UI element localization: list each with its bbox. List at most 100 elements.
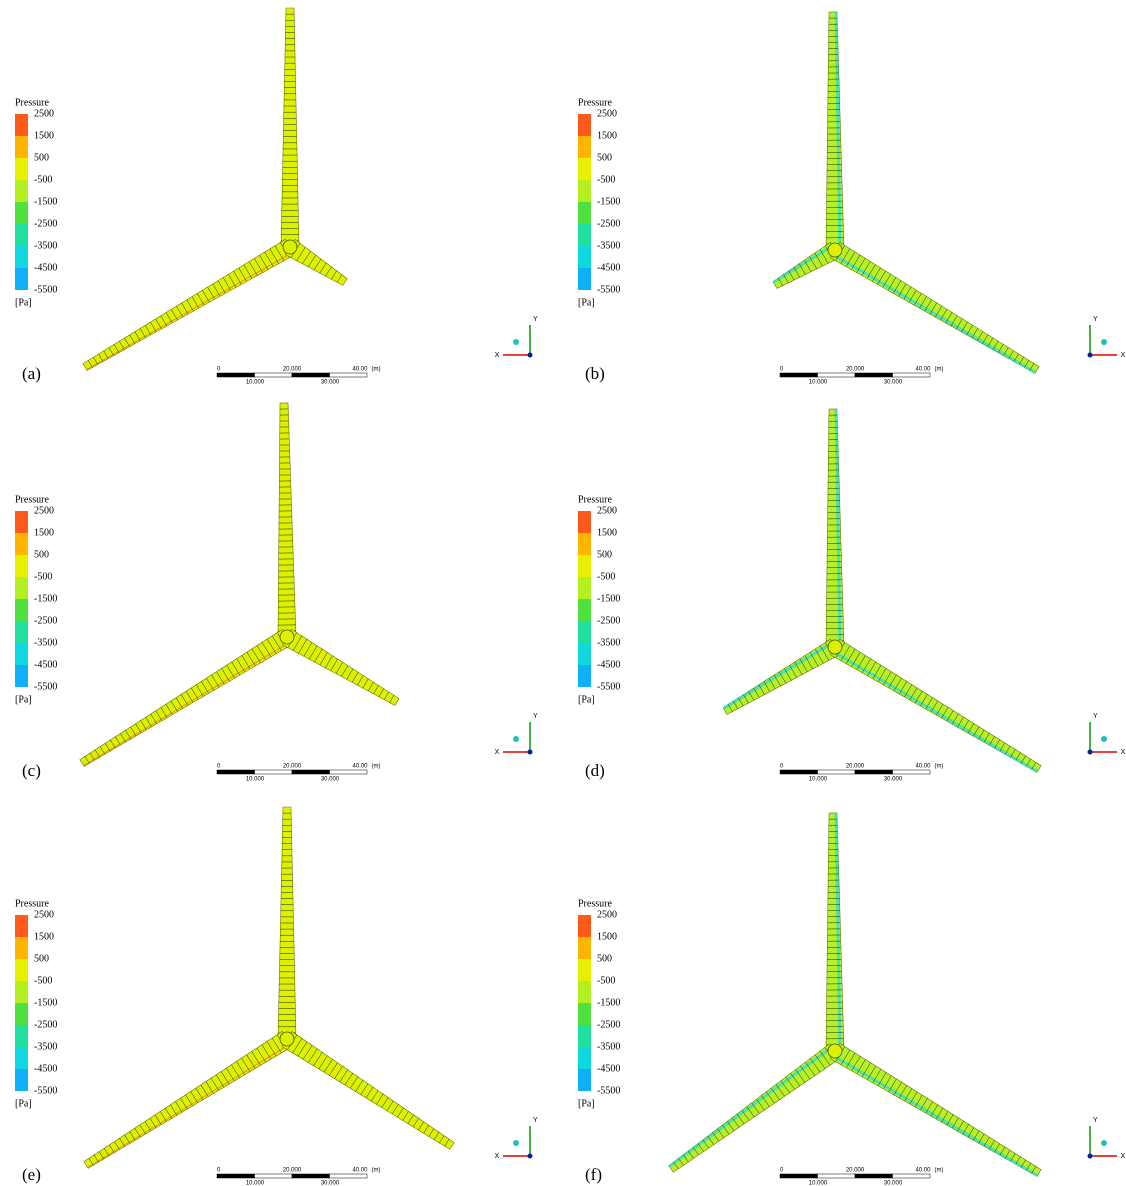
scale-segment: [893, 770, 931, 774]
legend-level: -1500: [34, 593, 57, 604]
legend-level: 1500: [34, 527, 54, 538]
legend-swatch: [578, 533, 591, 555]
legend-title: Pressure: [15, 97, 49, 108]
scale-segment: [330, 770, 368, 774]
scale-segment: [292, 373, 330, 377]
legend-swatch: [578, 114, 591, 136]
legend-swatch: [578, 246, 591, 268]
blade: [282, 1031, 454, 1149]
scale-label: 10.000: [809, 1181, 828, 1186]
blade: [84, 1031, 292, 1168]
legend-unit: [Pa]: [578, 1098, 595, 1109]
legend-swatch: [15, 981, 28, 1003]
scale-segment: [255, 373, 293, 377]
scale-segment: [818, 1174, 856, 1178]
scale-label: (m): [935, 1168, 944, 1174]
legend-title: Pressure: [578, 494, 612, 505]
blade-edge: [832, 651, 1037, 771]
legend-level: 1500: [597, 130, 617, 141]
legend-level: -4500: [597, 262, 620, 273]
legend-level: -5500: [597, 681, 620, 692]
legend-swatch: [15, 599, 28, 621]
panel-label: (f): [585, 1165, 602, 1184]
scale-label: 40.00: [915, 1168, 931, 1174]
scale-label: (m): [372, 764, 381, 770]
legend-unit: [Pa]: [578, 694, 595, 705]
legend-swatch: [578, 224, 591, 246]
legend-title: Pressure: [578, 97, 612, 108]
legend-level: 1500: [597, 931, 617, 942]
legend-swatch: [15, 1047, 28, 1069]
blade-edge: [723, 643, 832, 709]
blade: [80, 629, 292, 766]
legend-level: -2500: [34, 1019, 57, 1030]
panel: Pressure25001500500-500-1500-2500-3500-4…: [578, 813, 1126, 1186]
scale-segment: [255, 1174, 293, 1178]
legend-level: -2500: [34, 615, 57, 626]
legend-unit: [Pa]: [15, 297, 32, 308]
legend-swatch: [15, 1003, 28, 1025]
legend-swatch: [578, 1003, 591, 1025]
scale-segment: [330, 1174, 368, 1178]
legend-level: 1500: [597, 527, 617, 538]
panel-label: (e): [22, 1165, 41, 1184]
scale-label: 0: [780, 1168, 784, 1174]
blade-edge: [88, 1044, 291, 1167]
legend-level: 500: [34, 152, 49, 163]
legend-level: -3500: [34, 240, 57, 251]
blade-edge: [87, 252, 294, 369]
blade: [826, 813, 844, 1051]
blade: [83, 239, 295, 370]
scale-segment: [893, 373, 931, 377]
blade: [826, 409, 844, 647]
legend-swatch: [15, 268, 28, 290]
scale-label: 20.000: [846, 367, 865, 373]
legend-level: 500: [597, 549, 612, 560]
legend-swatch: [578, 959, 591, 981]
legend-level: 2500: [597, 505, 617, 516]
legend-swatch: [15, 180, 28, 202]
panel: Pressure25001500500-500-1500-2500-3500-4…: [578, 12, 1126, 386]
legend-level: 2500: [597, 909, 617, 920]
legend-unit: [Pa]: [15, 1098, 32, 1109]
scale-segment: [818, 373, 856, 377]
panel-label: (a): [22, 364, 41, 383]
hub: [828, 243, 842, 257]
legend-swatch: [15, 224, 28, 246]
legend-swatch: [578, 1025, 591, 1047]
scale-label: 40.00: [352, 764, 368, 770]
legend-unit: [Pa]: [578, 297, 595, 308]
scale-label: 0: [780, 367, 784, 373]
legend-level: -4500: [597, 1063, 620, 1074]
scale-segment: [818, 770, 856, 774]
legend-swatch: [578, 202, 591, 224]
legend-level: -500: [597, 571, 615, 582]
legend-swatch: [15, 1025, 28, 1047]
legend-swatch: [15, 937, 28, 959]
legend-swatch: [15, 915, 28, 937]
axis-label: Y: [533, 1117, 538, 1124]
blade-edge: [669, 1047, 832, 1167]
legend-swatch: [15, 643, 28, 665]
hub: [283, 240, 297, 254]
hub: [828, 640, 842, 654]
axis-ball: [1101, 736, 1107, 742]
legend-level: -2500: [597, 615, 620, 626]
scale-label: 0: [780, 764, 784, 770]
scale-label: 0: [217, 367, 221, 373]
blade: [826, 12, 844, 250]
legend-level: -500: [34, 975, 52, 986]
scale-segment: [217, 1174, 255, 1178]
legend-level: -500: [34, 571, 52, 582]
blade: [830, 242, 1039, 373]
scale-label: 40.00: [915, 367, 931, 373]
scale-segment: [330, 373, 368, 377]
scale-segment: [217, 770, 255, 774]
legend-swatch: [15, 202, 28, 224]
panel-label: (c): [22, 761, 41, 780]
legend-level: -1500: [597, 196, 620, 207]
blade: [281, 8, 299, 247]
axis-ball: [1101, 339, 1107, 345]
blade-edge: [832, 1055, 1037, 1175]
legend-swatch: [15, 511, 28, 533]
